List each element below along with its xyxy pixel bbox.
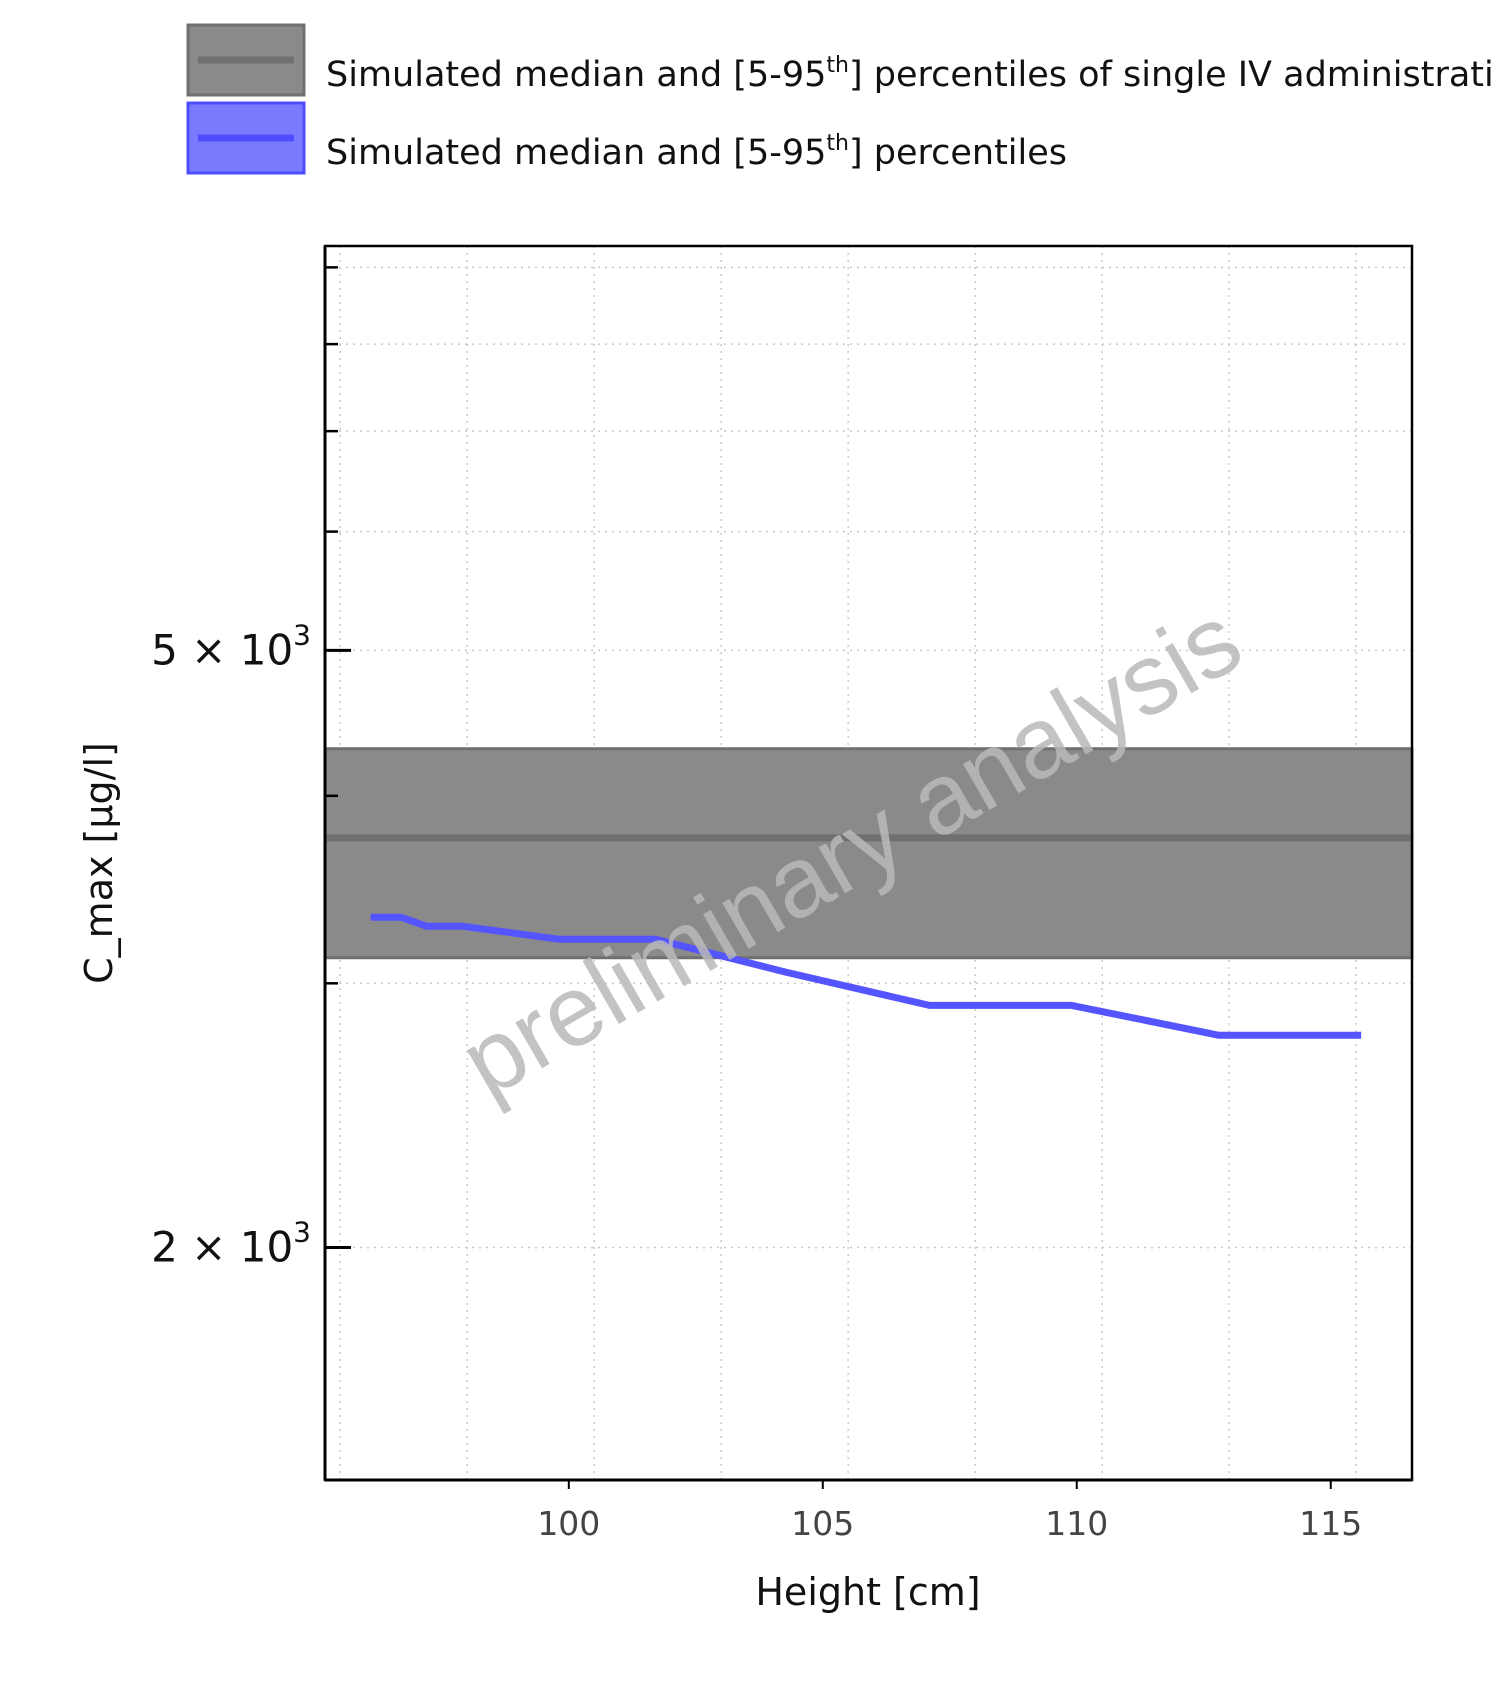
y-axis-label: C_max [µg/l] (77, 742, 121, 984)
legend-label-series: Simulated median and [5-95th] percentile… (326, 131, 1067, 173)
reference-band (323, 747, 1414, 960)
x-tick-label: 100 (537, 1504, 600, 1543)
x-axis-ticks: 100 105 110 115 (537, 1480, 1362, 1543)
x-tick-label: 115 (1299, 1504, 1362, 1543)
y-axis-ticks: 2 × 103 5 × 103 (151, 266, 351, 1272)
x-axis-label: Height [cm] (755, 1570, 980, 1614)
series-line (370, 913, 1362, 1039)
x-tick-label: 105 (791, 1504, 854, 1543)
legend: Simulated median and [5-95th] percentile… (186, 23, 1494, 175)
series-layer (370, 913, 1362, 1039)
reference-band-area (323, 747, 1414, 960)
y-tick-label: 5 × 103 (151, 618, 311, 674)
x-tick-label: 110 (1045, 1504, 1108, 1543)
plot-area: preliminary analysis 100 105 110 115 2 × 10… (151, 244, 1414, 1543)
y-tick-label: 2 × 103 (151, 1216, 311, 1272)
legend-label-reference: Simulated median and [5-95th] percentile… (326, 53, 1494, 95)
